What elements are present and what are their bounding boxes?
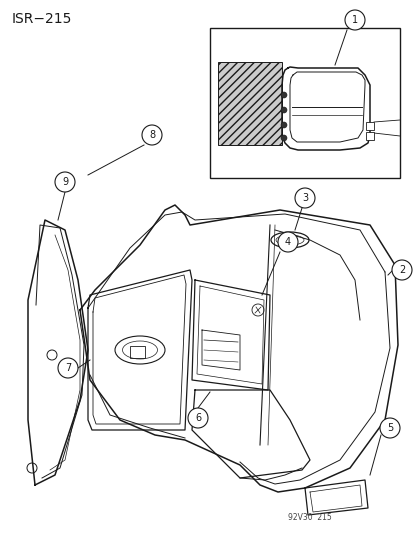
Circle shape xyxy=(280,92,286,98)
Circle shape xyxy=(294,188,314,208)
Circle shape xyxy=(379,418,399,438)
Text: ISR−215: ISR−215 xyxy=(12,12,72,26)
Text: 1: 1 xyxy=(351,15,357,25)
Circle shape xyxy=(280,122,286,128)
Text: 3: 3 xyxy=(301,193,307,203)
Circle shape xyxy=(58,358,78,378)
Text: 2: 2 xyxy=(398,265,404,275)
Circle shape xyxy=(142,125,161,145)
Circle shape xyxy=(344,10,364,30)
Text: 92V30  215: 92V30 215 xyxy=(287,513,331,522)
Text: 5: 5 xyxy=(386,423,392,433)
Text: 9: 9 xyxy=(62,177,68,187)
Bar xyxy=(130,346,145,358)
Bar xyxy=(365,122,373,130)
Bar xyxy=(365,132,373,140)
Bar xyxy=(218,62,281,145)
Text: 7: 7 xyxy=(65,363,71,373)
Bar xyxy=(209,28,399,178)
Circle shape xyxy=(280,135,286,141)
Text: 4: 4 xyxy=(284,237,290,247)
Circle shape xyxy=(188,408,207,428)
Circle shape xyxy=(391,260,411,280)
Circle shape xyxy=(277,232,297,252)
Circle shape xyxy=(55,172,75,192)
Text: 6: 6 xyxy=(195,413,201,423)
Circle shape xyxy=(280,107,286,113)
Text: 8: 8 xyxy=(149,130,155,140)
